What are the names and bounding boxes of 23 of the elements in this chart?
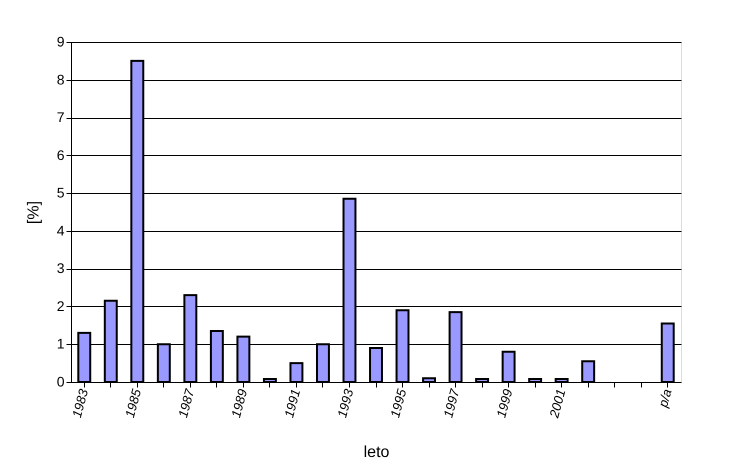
x-tick-label: 1989 xyxy=(228,387,250,420)
y-tick-label: 8 xyxy=(56,71,65,88)
x-axis-title: leto xyxy=(364,444,390,462)
x-tick-label: 1983 xyxy=(69,386,92,420)
y-tick-label: 6 xyxy=(56,146,65,163)
x-tick-label: 1997 xyxy=(440,386,463,420)
y-tick-label: 5 xyxy=(56,184,65,201)
x-tick-label: 1987 xyxy=(175,386,198,420)
x-tick-label: 2001 xyxy=(546,387,568,420)
y-tick-label: 4 xyxy=(56,222,65,238)
x-tick-label: 1993 xyxy=(334,386,356,420)
x-tick-label: 1991 xyxy=(281,387,304,420)
y-tick-label: 7 xyxy=(56,109,65,126)
x-tick-label: 1995 xyxy=(387,386,410,420)
y-tick-label: 1 xyxy=(56,336,65,352)
y-tick-label: 9 xyxy=(56,34,65,50)
x-tick-label: p/a xyxy=(655,387,674,410)
x-tick-label: 1999 xyxy=(493,387,516,420)
y-tick-label: 3 xyxy=(56,260,65,276)
y-tick-label: 2 xyxy=(56,298,65,314)
y-axis-title: [%] xyxy=(26,200,43,224)
x-tick-label: 1985 xyxy=(122,386,144,420)
y-tick-label: 0 xyxy=(56,374,65,390)
